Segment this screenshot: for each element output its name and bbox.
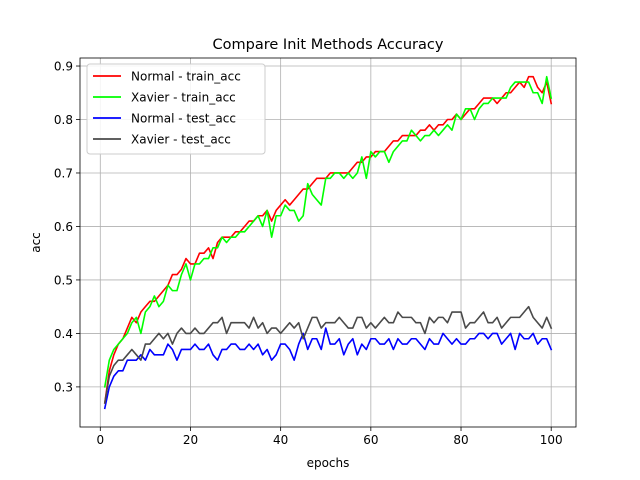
y-tick-label: 0.6 bbox=[54, 220, 73, 234]
series-line-normal-train-acc bbox=[103, 75, 553, 404]
legend-label-normal-train: Normal - train_acc bbox=[131, 70, 241, 84]
tick-layer: 0 20 40 60 80 100 0.3 0.4 0.5 0.6 0.7 0.8 0.9 bbox=[54, 60, 563, 447]
x-tick-label: 20 bbox=[183, 433, 198, 447]
y-tick-label: 0.3 bbox=[54, 380, 73, 394]
y-tick-label: 0.4 bbox=[54, 327, 73, 341]
legend-label-xavier-test: Xavier - test_acc bbox=[131, 133, 231, 147]
x-tick-label: 60 bbox=[363, 433, 378, 447]
plot-area-frame bbox=[79, 57, 577, 428]
x-tick-label: 40 bbox=[273, 433, 288, 447]
series-line-xavier-test-acc bbox=[103, 305, 553, 404]
x-tick-label: 100 bbox=[540, 433, 563, 447]
legend-label-normal-test: Normal - test_acc bbox=[131, 112, 236, 126]
series-layer bbox=[103, 75, 553, 410]
x-tick-label: 0 bbox=[96, 433, 104, 447]
legend: Normal - train_acc Xavier - train_acc No… bbox=[86, 63, 266, 155]
x-tick-label: 80 bbox=[453, 433, 468, 447]
series-line-normal-test-acc bbox=[103, 327, 553, 410]
y-tick-label: 0.5 bbox=[54, 273, 73, 287]
legend-label-xavier-train: Xavier - train_acc bbox=[131, 91, 236, 105]
series-line-xavier-train-acc bbox=[103, 75, 553, 388]
legend-box bbox=[86, 63, 266, 155]
x-axis-label: epochs bbox=[307, 456, 350, 470]
y-tick-label: 0.9 bbox=[54, 60, 73, 74]
y-axis-label: acc bbox=[29, 232, 43, 253]
y-tick-label: 0.7 bbox=[54, 166, 73, 180]
y-tick-label: 0.8 bbox=[54, 113, 73, 127]
chart-title: Compare Init Methods Accuracy bbox=[213, 37, 444, 53]
